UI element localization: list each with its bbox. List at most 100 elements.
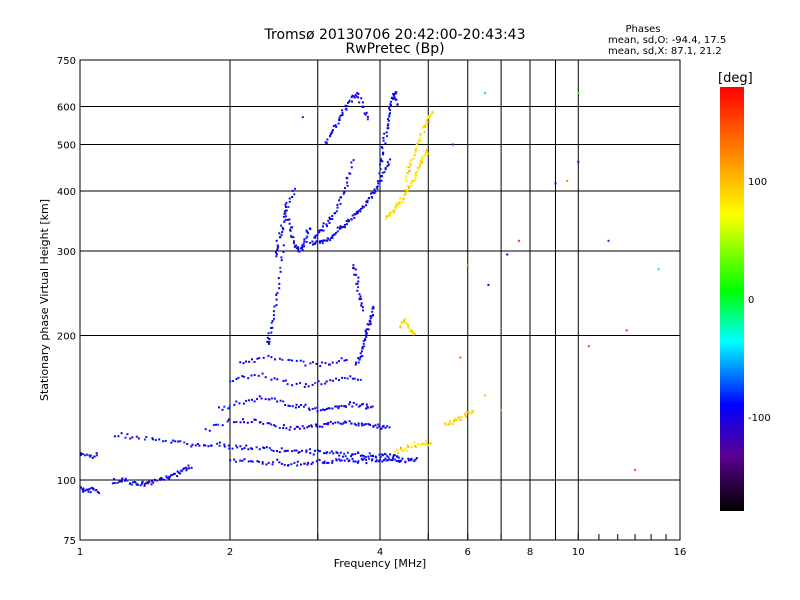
data-point — [216, 442, 219, 445]
data-point — [355, 282, 358, 285]
data-point — [334, 124, 337, 127]
data-point — [420, 442, 423, 445]
data-point — [388, 107, 391, 110]
data-point — [363, 457, 366, 460]
data-point — [321, 361, 324, 364]
data-point — [417, 443, 420, 446]
data-point — [346, 451, 349, 454]
data-point — [402, 198, 405, 201]
data-point — [359, 357, 362, 360]
data-point — [323, 423, 326, 425]
data-point — [291, 450, 294, 453]
data-point — [320, 240, 323, 242]
data-point — [357, 405, 360, 408]
data-point — [314, 242, 317, 245]
data-point — [291, 384, 294, 387]
data-point — [318, 425, 321, 428]
data-point — [130, 483, 133, 486]
data-point — [233, 403, 236, 406]
data-point — [280, 256, 283, 259]
data-point — [253, 400, 256, 403]
data-point — [307, 461, 310, 464]
data-point — [324, 141, 327, 143]
data-point — [276, 378, 279, 381]
data-point — [357, 276, 360, 279]
data-point — [409, 164, 412, 166]
data-point — [327, 407, 330, 410]
data-point — [326, 225, 328, 228]
data-point — [254, 418, 257, 421]
data-point — [415, 171, 418, 174]
data-point — [183, 467, 186, 470]
data-point — [229, 459, 232, 462]
data-point — [380, 179, 383, 182]
data-point — [270, 449, 273, 451]
data-point — [272, 450, 275, 452]
data-point — [382, 424, 385, 427]
data-point — [404, 461, 407, 464]
data-point — [364, 455, 367, 458]
data-point — [329, 379, 332, 382]
data-point — [330, 132, 333, 135]
data-point — [428, 152, 431, 155]
data-point — [370, 196, 373, 198]
data-point — [338, 454, 341, 457]
data-point — [121, 477, 124, 480]
data-point — [332, 379, 334, 382]
data-point — [300, 247, 303, 250]
data-point — [301, 248, 304, 251]
data-point — [235, 378, 238, 380]
data-point — [92, 488, 95, 491]
data-point — [274, 425, 277, 428]
data-point — [283, 450, 286, 453]
data-point — [176, 470, 179, 473]
data-point — [182, 468, 185, 471]
data-point — [371, 405, 374, 408]
data-point — [345, 359, 348, 361]
data-point — [429, 113, 432, 116]
data-point — [387, 119, 390, 122]
data-point — [279, 399, 282, 402]
data-point — [352, 401, 355, 404]
data-point — [265, 463, 268, 466]
data-point — [356, 289, 359, 292]
data-point — [421, 155, 424, 158]
data-point — [426, 443, 428, 446]
data-point — [360, 207, 362, 210]
data-point — [420, 444, 423, 447]
data-point — [356, 378, 359, 381]
data-point — [278, 232, 281, 235]
data-point — [466, 264, 469, 267]
data-point — [335, 125, 338, 128]
data-point — [272, 310, 275, 313]
data-point — [346, 105, 349, 108]
x-axis-ticks: 1 2 4 6 8 10 16 — [77, 534, 686, 558]
data-point — [361, 459, 364, 461]
data-point — [293, 240, 295, 243]
data-point — [320, 383, 323, 386]
x-tick-label: 8 — [527, 547, 533, 558]
data-point — [414, 149, 417, 152]
data-point — [307, 385, 310, 388]
data-point — [340, 357, 343, 360]
data-point — [256, 357, 259, 360]
data-point — [188, 467, 191, 470]
data-point — [152, 481, 155, 484]
data-point — [287, 206, 290, 208]
colorbar-tick-label: -100 — [748, 413, 771, 424]
colorbar — [720, 87, 744, 511]
data-point — [286, 218, 289, 221]
data-point — [362, 339, 365, 342]
data-point — [266, 336, 269, 339]
data-point — [425, 151, 428, 154]
data-point — [368, 423, 370, 426]
data-point — [303, 427, 306, 430]
data-point — [346, 181, 349, 184]
data-point — [380, 453, 383, 456]
data-point — [350, 161, 353, 164]
data-point — [282, 380, 285, 382]
data-point — [370, 192, 372, 195]
data-point — [348, 172, 351, 175]
data-point — [345, 220, 348, 223]
data-point — [393, 211, 396, 214]
